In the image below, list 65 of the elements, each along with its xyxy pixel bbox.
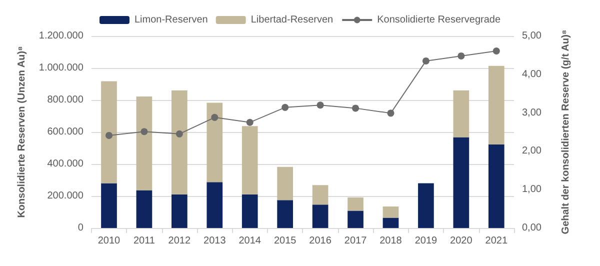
point — [282, 104, 289, 111]
x-tick-label: 2012 — [168, 236, 191, 246]
point — [492, 47, 500, 54]
x-tick-label: 2021 — [485, 236, 508, 246]
bar — [136, 190, 152, 228]
bar — [277, 166, 294, 200]
bar — [172, 194, 188, 228]
y2-tick-label: 5,00 — [522, 30, 542, 42]
point — [211, 114, 218, 121]
legend-label: Konsolidierte Reservegrade — [377, 14, 501, 26]
y2-tick-label: 4,00 — [522, 68, 542, 80]
bar — [206, 182, 223, 228]
bar — [101, 183, 117, 228]
x-tick-label: 2013 — [204, 236, 226, 246]
bar — [206, 102, 223, 182]
bar — [277, 200, 294, 228]
bar — [312, 204, 328, 228]
y2-tick-label: 3,00 — [522, 107, 542, 118]
x-tick-label: 2016 — [309, 236, 332, 246]
legend-label: Libertad-Reserven — [250, 14, 334, 26]
x-tick-label: 2011 — [133, 236, 156, 246]
bar — [382, 218, 399, 228]
bar — [453, 137, 470, 228]
y-tick-label: 200.000 — [47, 190, 84, 202]
bar — [242, 126, 258, 194]
point — [387, 110, 394, 117]
x-tick-label: 2017 — [344, 236, 368, 246]
point — [246, 118, 254, 126]
point — [176, 130, 183, 138]
legend-label: Limon-Reserven — [134, 14, 208, 26]
bar — [172, 90, 188, 194]
bar — [382, 206, 399, 218]
y-tick-label: 1.200.000 — [38, 30, 84, 42]
y-tick-label: 400.000 — [47, 158, 84, 170]
x-tick-label: 2014 — [238, 236, 262, 246]
point — [106, 132, 112, 139]
bar — [488, 144, 504, 228]
bar — [312, 185, 328, 205]
y2-tick-label: 0,00 — [522, 222, 542, 234]
y2-axis-title: Gehalt der konsolidierten Reserve (g/t Au)⁸ — [560, 30, 572, 234]
x-tick-label: 2020 — [450, 236, 473, 246]
x-tick-label: 2018 — [380, 236, 402, 246]
x-tick-label: 2015 — [274, 236, 297, 246]
point — [140, 128, 148, 136]
bar — [348, 210, 364, 228]
x-tick-label: 2010 — [98, 236, 121, 246]
point — [422, 57, 430, 64]
point — [316, 102, 324, 109]
y-axis-title: Konsolidierte Reserven (Unzen Au)⁸ — [16, 46, 28, 218]
y-tick-label: 0 — [78, 222, 84, 234]
y-tick-label: 600.000 — [47, 126, 84, 138]
bar — [488, 66, 504, 144]
y2-tick-label: 1,00 — [522, 184, 542, 196]
y-tick-label: 1.000.000 — [38, 62, 84, 74]
bar — [348, 197, 364, 211]
point — [458, 52, 465, 60]
point — [352, 104, 360, 112]
bar — [453, 90, 470, 138]
bar — [136, 96, 152, 190]
y2-tick-label: 2,00 — [522, 146, 542, 157]
bar — [101, 81, 117, 184]
y-tick-label: 800.000 — [47, 94, 84, 106]
bar — [242, 194, 258, 228]
x-tick-label: 2019 — [414, 236, 438, 246]
bar — [418, 183, 434, 228]
